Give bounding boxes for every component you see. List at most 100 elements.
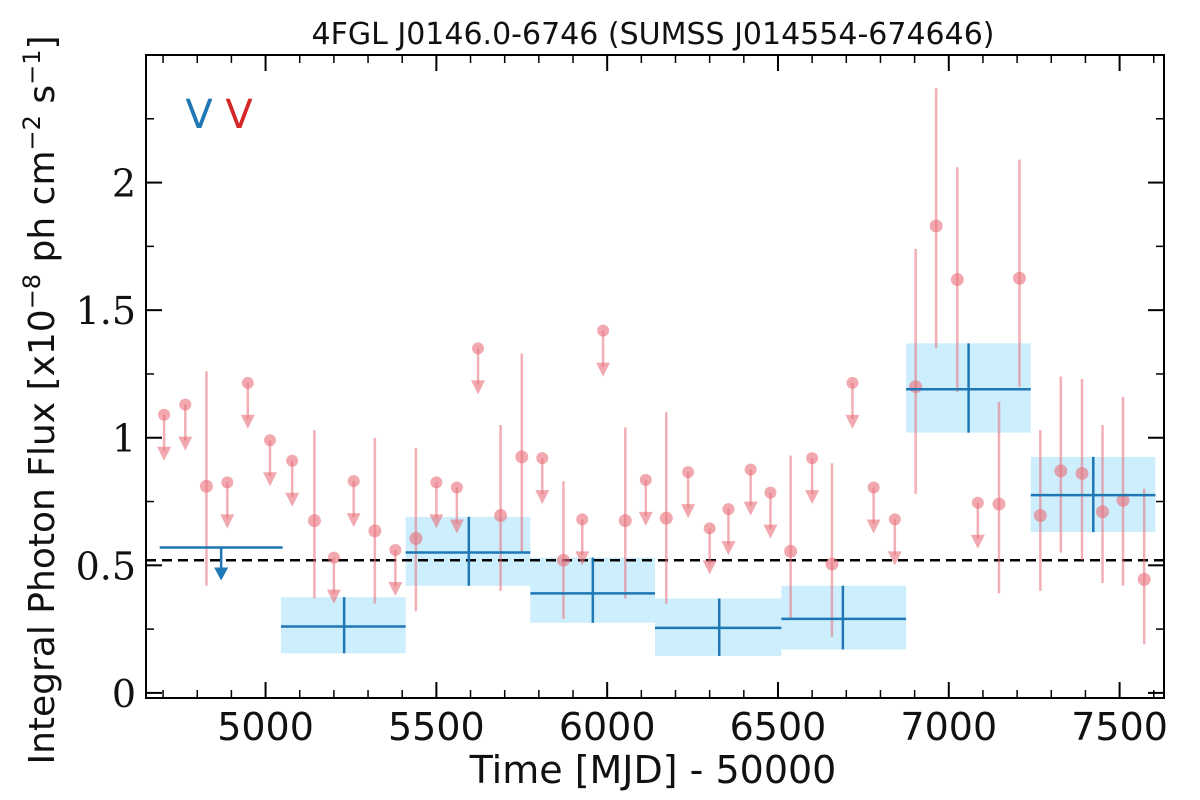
red-upper-limit-point <box>764 486 777 499</box>
red-data-point <box>307 514 321 528</box>
red-data-point <box>618 514 632 528</box>
red-upper-limit-point <box>536 452 549 465</box>
red-upper-limit-arrow <box>388 582 403 597</box>
y-axis-label-exponent: −8 <box>18 274 46 309</box>
x-tick-label: 6000 <box>559 705 656 749</box>
red-data-point <box>1033 509 1047 523</box>
y-axis-label-unit-s-exponent: −1 <box>18 50 46 85</box>
red-data-point <box>368 524 382 538</box>
red-upper-limit-point <box>576 513 589 526</box>
red-data-point <box>199 479 213 493</box>
legend-marker-red: V <box>225 92 253 138</box>
red-data-point <box>1075 466 1089 480</box>
red-upper-limit-point <box>888 513 901 526</box>
red-upper-limit-arrow <box>178 436 193 451</box>
red-upper-limit-point <box>327 551 340 564</box>
y-tick-label: 2 <box>112 162 136 206</box>
red-data-point <box>515 450 529 464</box>
blue-upper-limit-arrow <box>214 567 229 581</box>
y-tick-label: 1 <box>112 417 136 461</box>
legend-marker-blue: V <box>185 92 213 138</box>
red-upper-limit-point <box>221 476 234 489</box>
red-data-point <box>1012 271 1026 285</box>
x-tick-label: 5500 <box>388 705 485 749</box>
red-upper-limit-point <box>389 544 402 557</box>
red-upper-limit-point <box>703 522 716 535</box>
y-axis-label-unit-s: s <box>22 85 63 115</box>
red-data-point <box>659 511 673 525</box>
blue-series-layer <box>159 343 1156 656</box>
chart-title: 4FGL J0146.0-6746 (SUMSS J014554-674646) <box>312 17 995 52</box>
red-upper-limit-point <box>450 481 463 494</box>
red-data-point <box>1096 505 1110 519</box>
red-upper-limit-arrow <box>702 560 717 575</box>
red-upper-limit-point <box>806 452 819 465</box>
red-upper-limit-arrow <box>240 414 255 429</box>
red-data-point <box>409 532 423 546</box>
red-upper-limit-point <box>867 481 880 494</box>
red-upper-limit-arrow <box>845 414 860 429</box>
red-upper-limit-arrow <box>449 519 464 534</box>
red-upper-limit-point <box>846 376 859 389</box>
red-upper-limit-arrow <box>970 534 985 549</box>
y-axis-label-unit-cm: ph cm <box>22 150 63 273</box>
x-tick-label: 7500 <box>1071 705 1168 749</box>
red-upper-limit-arrow <box>346 513 361 528</box>
red-data-point <box>1137 572 1151 586</box>
red-data-point <box>950 273 964 287</box>
red-upper-limit-point <box>597 324 610 337</box>
red-data-point <box>825 557 839 571</box>
red-upper-limit-arrow <box>326 589 341 604</box>
red-upper-limit-point <box>286 454 299 467</box>
y-axis-label-unit-cm-exponent: −2 <box>18 115 46 150</box>
red-upper-limit-arrow <box>429 514 444 529</box>
red-data-point <box>1054 464 1068 478</box>
red-upper-limit-arrow <box>575 551 590 566</box>
red-data-point <box>992 497 1006 511</box>
x-tick-label: 6500 <box>730 705 827 749</box>
red-upper-limit-point <box>744 463 757 476</box>
red-upper-limit-point <box>722 503 735 516</box>
red-upper-limit-arrow <box>743 501 758 516</box>
red-upper-limit-arrow <box>263 472 278 487</box>
axis-ticks: 5000 5500 6000 6500 7000 7500 0 0.5 1 1.5 2 <box>76 55 1168 749</box>
y-axis-label-close: ] <box>22 35 63 49</box>
y-axis-label-main: Integral Photon Flux [x10 <box>22 309 63 764</box>
red-upper-limit-arrow <box>805 490 820 505</box>
red-data-point <box>929 219 943 233</box>
red-upper-limit-arrow <box>681 504 696 519</box>
y-tick-label: 0 <box>112 672 136 716</box>
red-series-layer <box>157 88 1151 645</box>
red-upper-limit-arrow <box>535 490 550 505</box>
red-upper-limit-point <box>347 475 360 488</box>
red-upper-limit-point <box>158 408 171 421</box>
red-upper-limit-arrow <box>157 446 172 461</box>
red-upper-limit-point <box>472 342 485 355</box>
red-data-point <box>909 380 923 394</box>
red-upper-limit-point <box>430 476 443 489</box>
x-axis-label: Time [MJD] - 50000 <box>469 748 837 792</box>
red-upper-limit-point <box>639 473 652 486</box>
red-upper-limit-arrow <box>596 362 611 377</box>
red-upper-limit-arrow <box>763 524 778 539</box>
y-axis-label: Integral Photon Flux [x10−8 ph cm−2 s−1] <box>18 35 63 764</box>
red-data-point <box>494 509 508 523</box>
red-upper-limit-arrow <box>638 511 653 526</box>
red-upper-limit-point <box>241 376 254 389</box>
red-upper-limit-arrow <box>866 519 881 534</box>
x-tick-label: 5000 <box>217 705 314 749</box>
y-tick-label: 1.5 <box>76 289 136 333</box>
x-tick-label: 7000 <box>900 705 997 749</box>
red-upper-limit-arrow <box>471 380 486 395</box>
red-upper-limit-arrow <box>285 492 300 507</box>
plot-frame <box>145 54 1165 699</box>
red-upper-limit-point <box>179 398 192 411</box>
red-upper-limit-arrow <box>721 541 736 556</box>
red-upper-limit-point <box>682 466 695 479</box>
red-upper-limit-point <box>264 434 277 447</box>
red-data-point <box>556 553 570 567</box>
y-tick-label: 0.5 <box>76 544 136 588</box>
red-data-point <box>784 544 798 558</box>
red-upper-limit-point <box>971 496 984 509</box>
